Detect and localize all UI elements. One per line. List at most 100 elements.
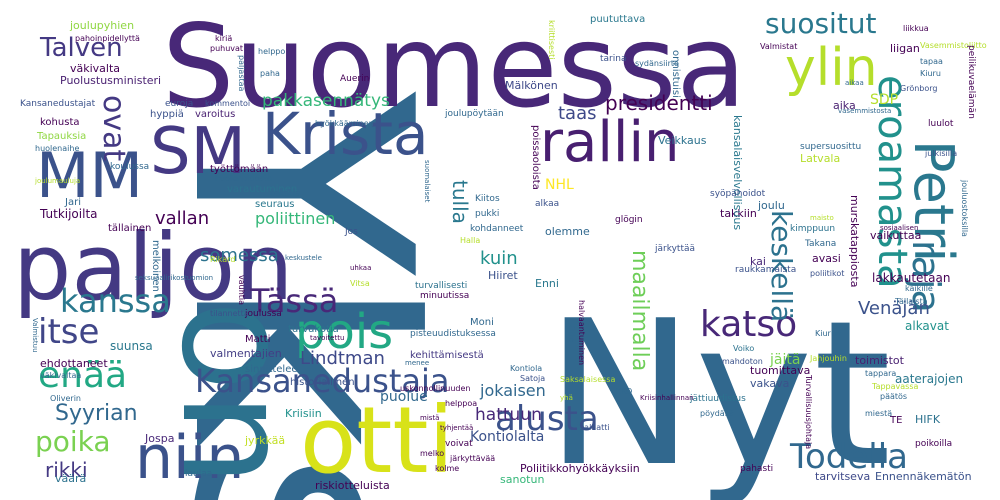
word-varautuminen: varautuminen [227, 184, 298, 195]
word-suomalaiset: suomalaiset [423, 160, 431, 203]
word-kommentoi: kommentoi [205, 99, 251, 108]
word-helppoa: helppoa [445, 399, 478, 408]
word-liigan: liigan [890, 42, 920, 55]
word-kiitos: Kiitos [475, 194, 500, 204]
word-paljon: paljon [13, 214, 294, 321]
word-talven: Talven [40, 33, 123, 63]
word-ylin: ylin [785, 38, 878, 98]
word-joulussa: joulussa [245, 309, 282, 319]
word-pisteuudistuksessa: pisteuudistuksessa [410, 329, 496, 339]
word-tyottomaan: työttömään [210, 164, 269, 175]
word-tappavassa: Tappavassa [872, 382, 919, 391]
word-jarkyttaa: järkyttää [655, 244, 696, 254]
word-kriisinhallinnan: Kriisinhallinnan [640, 394, 694, 402]
word-kolme: kolme [435, 464, 460, 473]
word-poikoilla: poikoilla [915, 439, 953, 449]
word-suunsa: suunsa [110, 339, 153, 353]
word-ennennakematon: Ennennäkemätön [875, 470, 972, 483]
word-kansalaisvelvollisuus: kansalaisvelvollisuus [731, 115, 744, 231]
word-jattiuudistus: jättiuudistus [690, 394, 746, 404]
word-valmistat: Valmistat [760, 42, 798, 51]
word-auerin: Auerin [340, 74, 370, 84]
word-euroja: euroja [165, 99, 194, 109]
word-melkoinen: melkoinen [150, 240, 161, 292]
word-vallan: vallan [155, 208, 210, 229]
word-poliitikkohyokkayksiin: Poliitikkohyökkäyksiin [520, 462, 640, 475]
word-saksalaisessa: Saksalaisessa [560, 375, 616, 384]
word-sydansiirto: sydänsiirto [635, 59, 679, 68]
word-veikkaus: Veikkaus [658, 134, 707, 147]
word-poika: poika [35, 425, 111, 458]
word-vakava: vakava [750, 377, 790, 390]
word-vakivaltaa: väkivaltaa [40, 371, 82, 380]
word-liikkua: liikkua [903, 24, 929, 33]
word-julkisilla: julkisilla [925, 149, 958, 158]
word-olemme: olemme [545, 225, 590, 238]
word-malkonen: Mälkönen [505, 79, 558, 92]
word-halvaantuminen: halvaantuminen [577, 300, 586, 366]
word-tavoitettu: tavoitettu [310, 334, 345, 342]
word-syopahoidot: syöpähoidot [710, 189, 766, 199]
word-poydalla: pöydällä [700, 409, 735, 418]
word-riskiotteluista: riskiotteluista [315, 479, 390, 492]
word-suositut: suositut [765, 7, 877, 40]
word-puututtava: puututtava [590, 14, 646, 25]
word-koulussa: koulussa [110, 162, 150, 172]
word-puolue: puolue [380, 389, 428, 405]
word-glogin: glögin [615, 215, 643, 225]
word-murskatappiosta: murskatappiosta [848, 195, 861, 288]
word-huolenpidosta: huolenpidosta [215, 174, 272, 183]
word-ovat: ovat [96, 95, 131, 162]
word-hyppia: hyppiä [150, 109, 184, 120]
word-onnistuisi: onnistuisi [670, 50, 681, 98]
word-jaita: jäitä [770, 352, 801, 368]
word-laulaa: laulaa [185, 469, 213, 479]
word-otti: otti [300, 387, 454, 494]
word-lakkautetaan: lakkautetaan [872, 271, 951, 285]
word-seuraus: seuraus [255, 199, 295, 210]
word-jahjouhin: Jahjouhin [810, 354, 847, 363]
word-turvallisuusjohtaja: Turvallisuusjohtaja [804, 375, 813, 450]
word-pukki: pukki [475, 209, 500, 219]
word-satoja: Satoja [520, 374, 546, 383]
word-mm: MM [36, 139, 143, 212]
word-joulumauluja: joulumauluja [35, 177, 81, 185]
word-kuin: kuin [480, 248, 518, 269]
word-voiko: Voiko [733, 344, 755, 353]
word-uhkaa: uhkaa [350, 264, 372, 272]
word-tuomittava: tuomittava [750, 364, 811, 377]
word-jospa: Jospa [145, 432, 175, 445]
word-niin: niin [135, 423, 245, 493]
word-kiria: kiriä [215, 34, 233, 43]
word-halla: Halla [460, 236, 481, 245]
word-vauhtia: vauhtia [237, 275, 246, 306]
word-pakkasennatys: pakkasennätys [262, 91, 390, 111]
word-joulupyhien: joulupyhien [70, 19, 135, 32]
word-joulu: joulu [758, 199, 785, 212]
word-katso: katso [700, 304, 798, 345]
word-suomessa: Suomessa [162, 0, 747, 133]
word-joulupoytaan: joulupöytään [445, 109, 504, 119]
word-jouluostoksilla: jouluostoksilla [960, 180, 969, 237]
word-te: TE [890, 415, 903, 426]
word-tyhjentaa: tyhjentää [440, 424, 474, 432]
word-latvala: Latvala [800, 152, 841, 165]
word-venajan: Venäjän [858, 298, 930, 319]
word-sanotun: sanotun [500, 473, 545, 486]
word-kaikille: kaikille [905, 284, 933, 293]
word-vaara: väärä [55, 472, 87, 485]
word-maailmalla: maailmalla [627, 250, 652, 372]
word-mista: mistä [420, 414, 440, 422]
word-tulla: tulla [448, 180, 472, 224]
word-avasi: avasi [812, 252, 841, 265]
word-pois: pois [295, 304, 394, 360]
word-kai: kai [750, 255, 766, 268]
word-tapaa: tapaa [920, 57, 943, 66]
word-matti: Matti [245, 334, 271, 345]
word-takkiin: takkiin [720, 207, 757, 220]
word-varoitus: varoitus [195, 109, 236, 120]
word-keskustele: keskustele [285, 254, 322, 262]
word-jyrkkaa: jyrkkää [245, 434, 286, 447]
word-poliitikot: poliitikot [810, 269, 845, 278]
word-nhl: NHL [545, 177, 574, 193]
